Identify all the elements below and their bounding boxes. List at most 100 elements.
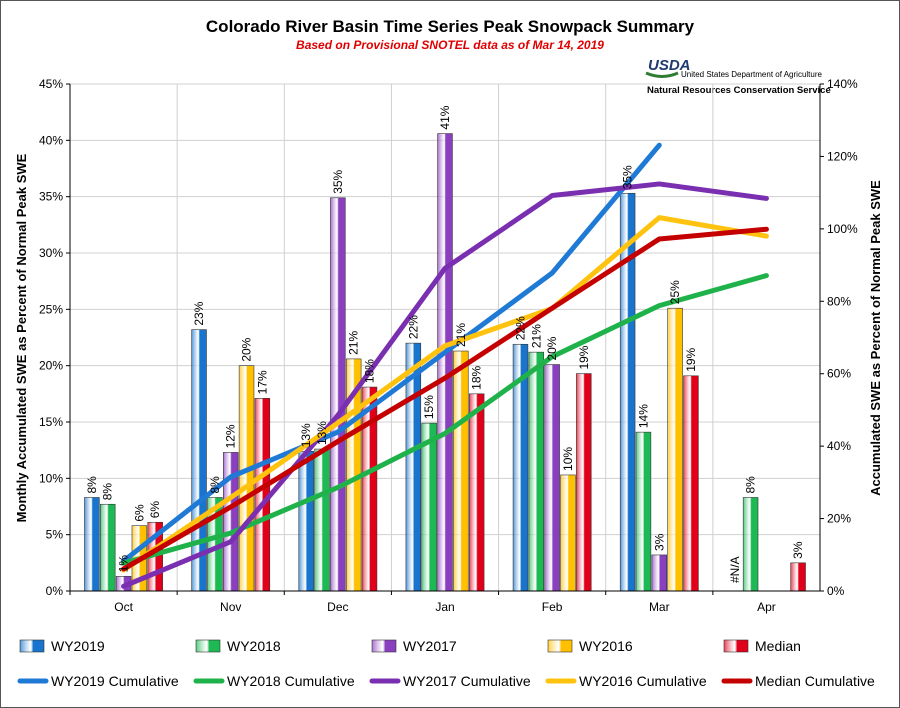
x-tick-label-mar: Mar (649, 600, 670, 614)
data-label-wy2019-nov: 23% (192, 301, 206, 325)
legend: WY2019 WY2018 WY2017 WY2016 Median WY2019 Cum… (17, 638, 875, 689)
y-tick-label-left: 5% (46, 528, 64, 542)
line-wy2019-cumulative (121, 142, 662, 564)
bar-median-mar (683, 375, 699, 592)
usda-logo-mark: USDA (648, 57, 691, 74)
bar-wy2017-feb (544, 364, 560, 592)
x-tick-label-oct: Oct (114, 600, 133, 614)
data-label-wy2019-mar: 35% (621, 165, 635, 189)
y-tick-label-left: 15% (39, 415, 63, 429)
y-tick-label-left: 0% (46, 584, 64, 598)
data-label-wy2019-feb: 22% (513, 316, 527, 340)
y-tick-label-left: 25% (39, 302, 63, 316)
bar-wy2018-feb (528, 351, 545, 592)
y-axis-title-right: Accumulated SWE as Percent of Normal Pea… (868, 180, 883, 496)
data-labels: 8%23%13%22% 22%35%#N/A8% 8%13%15%21%14%8%1… (85, 105, 805, 583)
line-wy2018-cumulative (121, 273, 769, 566)
nrcs-service-name: Natural Resources Conservation Service (647, 85, 831, 96)
data-label-wy2017-nov: 12% (224, 424, 238, 448)
bar-median-jan (468, 393, 485, 592)
data-label-wy2017-jan: 41% (438, 105, 452, 129)
bar-median-apr (790, 562, 806, 592)
y-tick-label-left: 10% (39, 471, 63, 485)
y-tick-label-left: 20% (39, 359, 63, 373)
data-label-wy2019-jan: 22% (406, 315, 420, 339)
data-label-wy2017-oct: 1% (117, 555, 131, 573)
bar-wy2018-oct (100, 503, 116, 592)
x-tick-label-nov: Nov (220, 600, 241, 614)
legend-label-wy2017-cumulative: WY2017 Cumulative (403, 673, 531, 689)
y-tick-label-right: 140% (827, 77, 858, 91)
bar-wy2016-jan (453, 350, 469, 592)
y-tick-label-left: 40% (39, 133, 63, 147)
x-tick-label-jan: Jan (435, 600, 454, 614)
data-label-wy2018-oct: 8% (101, 483, 115, 501)
legend-label-wy2018: WY2018 (227, 638, 281, 654)
data-label-wy2019-dec: 13% (299, 423, 313, 447)
usda-logo: USDA United States Department of Agricul… (645, 56, 831, 96)
bar-wy2016-feb (560, 474, 576, 592)
bar-wy2016-mar (667, 307, 683, 592)
legend-label-median-cumulative: Median Cumulative (755, 673, 875, 689)
bar-wy2016-nov (238, 365, 255, 592)
y-tick-label-right: 120% (827, 149, 858, 163)
legend-label-wy2017: WY2017 (403, 638, 457, 654)
data-label-median-jan: 18% (470, 365, 484, 389)
data-label-wy2016-dec: 21% (347, 331, 361, 355)
chart-subtitle: Based on Provisional SNOTEL data as of M… (296, 38, 604, 52)
y-tick-label-right: 0% (827, 584, 845, 598)
data-label-median-nov: 17% (255, 370, 269, 394)
bar-wy2018-mar (635, 431, 652, 592)
bar-wy2018-dec (314, 448, 330, 592)
data-label-wy2019-apr: #N/A (728, 556, 742, 583)
data-label-wy2018-mar: 14% (636, 404, 650, 428)
legend-label-wy2016-cumulative: WY2016 Cumulative (579, 673, 707, 689)
data-label-wy2016-mar: 25% (668, 280, 682, 304)
legend-swatch-wy2017 (371, 639, 397, 653)
axes: 0% 5% 10% 15% 20% 25% 30% 35% 40% 45% 0% 20% 40% 60% 8… (39, 77, 858, 614)
y-tick-label-right: 60% (827, 367, 851, 381)
bar-wy2019-mar (619, 192, 636, 592)
data-label-wy2016-oct: 6% (132, 504, 146, 522)
legend-label-wy2016: WY2016 (579, 638, 633, 654)
data-label-wy2018-jan: 15% (422, 395, 436, 419)
bar-median-feb (576, 373, 592, 592)
legend-label-wy2018-cumulative: WY2018 Cumulative (227, 673, 355, 689)
bar-wy2019-oct (84, 497, 100, 592)
data-label-wy2017-feb: 20% (545, 336, 559, 360)
legend-label-wy2019-cumulative: WY2019 Cumulative (51, 673, 179, 689)
data-label-wy2018-apr: 8% (744, 476, 758, 494)
usda-logo-swoosh (645, 71, 679, 78)
legend-swatch-wy2019 (19, 639, 45, 653)
data-label-wy2017-dec: 35% (331, 169, 345, 193)
line-wy2016-cumulative (121, 215, 769, 573)
bar-wy2017-jan (437, 133, 453, 592)
chart-title: Colorado River Basin Time Series Peak Sn… (206, 17, 695, 36)
data-label-wy2018-feb: 21% (529, 324, 543, 348)
bar-wy2017-mar (651, 554, 667, 592)
data-label-wy2016-jan: 21% (454, 323, 468, 347)
y-tick-label-right: 100% (827, 222, 858, 236)
data-label-median-oct: 6% (148, 501, 162, 519)
y-tick-label-right: 40% (827, 439, 851, 453)
data-label-median-dec: 18% (363, 359, 377, 383)
y-tick-label-left: 45% (39, 77, 63, 91)
legend-label-median: Median (755, 638, 801, 654)
legend-swatch-median (723, 639, 749, 653)
data-label-wy2019-oct: 8% (85, 476, 99, 494)
data-label-wy2018-dec: 13% (315, 421, 329, 445)
y-tick-label-left: 35% (39, 190, 63, 204)
data-label-wy2017-mar: 3% (652, 533, 666, 551)
cumulative-lines (121, 142, 769, 589)
data-label-wy2018-nov: 8% (208, 476, 222, 494)
y-tick-label-left: 30% (39, 246, 63, 260)
y-axis-title-left: Monthly Accumulated SWE as Percent of No… (14, 153, 29, 522)
usda-agency-name: United States Department of Agriculture (681, 70, 823, 79)
y-tick-label-right: 20% (827, 512, 851, 526)
usda-logo-mark-bg (647, 56, 677, 76)
data-label-median-mar: 19% (684, 347, 698, 371)
x-tick-label-apr: Apr (757, 600, 776, 614)
legend-swatch-wy2016 (547, 639, 573, 653)
line-median-cumulative (121, 226, 769, 572)
